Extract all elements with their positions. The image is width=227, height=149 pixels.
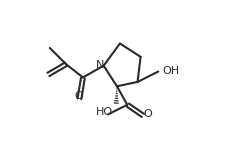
Text: HO: HO	[95, 107, 112, 117]
Text: O: O	[143, 109, 151, 119]
Text: O: O	[74, 91, 83, 101]
Text: OH: OH	[161, 66, 178, 76]
Text: N: N	[96, 60, 104, 70]
